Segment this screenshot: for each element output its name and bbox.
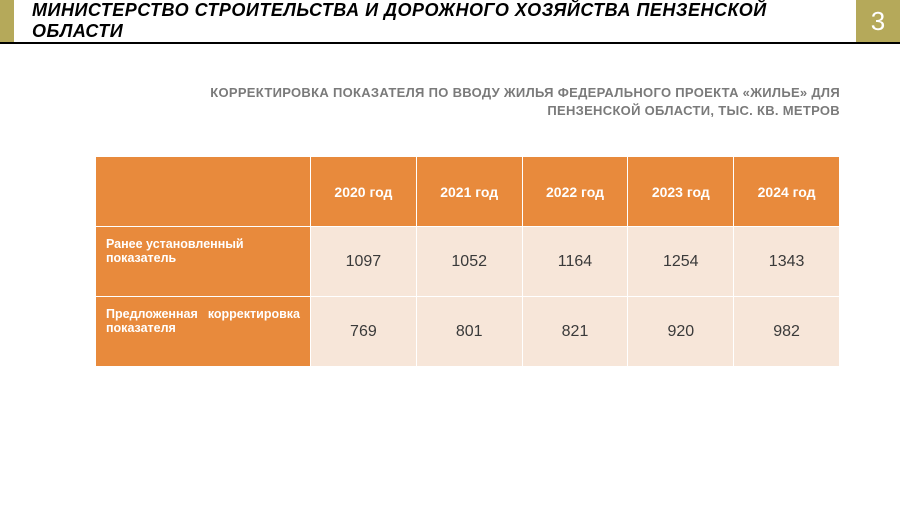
data-cell: 920 bbox=[628, 297, 734, 367]
table-col-2021: 2021 год bbox=[416, 157, 522, 227]
data-cell: 1052 bbox=[416, 227, 522, 297]
table-col-2020: 2020 год bbox=[311, 157, 417, 227]
table-col-2024: 2024 год bbox=[734, 157, 840, 227]
subtitle-line1: КОРРЕКТИРОВКА ПОКАЗАТЕЛЯ ПО ВВОДУ ЖИЛЬЯ … bbox=[210, 85, 840, 100]
row-label-word: показателя bbox=[106, 321, 176, 335]
subtitle: КОРРЕКТИРОВКА ПОКАЗАТЕЛЯ ПО ВВОДУ ЖИЛЬЯ … bbox=[0, 84, 840, 120]
page-number: 3 bbox=[856, 0, 900, 42]
table-row: Ранее установленный показатель 1097 1052… bbox=[96, 227, 840, 297]
table-header-row: 2020 год 2021 год 2022 год 2023 год 2024… bbox=[96, 157, 840, 227]
table-col-2023: 2023 год bbox=[628, 157, 734, 227]
row-label-word: Предложенная bbox=[106, 307, 198, 321]
table-row: Предложенная корректировка показателя 76… bbox=[96, 297, 840, 367]
data-cell: 982 bbox=[734, 297, 840, 367]
page-title: МИНИСТЕРСТВО СТРОИТЕЛЬСТВА И ДОРОЖНОГО Х… bbox=[14, 0, 856, 42]
data-table-container: 2020 год 2021 год 2022 год 2023 год 2024… bbox=[95, 156, 840, 367]
row-label-previous: Ранее установленный показатель bbox=[96, 227, 311, 297]
data-cell: 1164 bbox=[522, 227, 628, 297]
data-cell: 821 bbox=[522, 297, 628, 367]
row-label-word: корректировка bbox=[208, 307, 300, 321]
row-label-text: Ранее установленный показатель bbox=[106, 237, 244, 265]
data-cell: 1097 bbox=[311, 227, 417, 297]
data-cell: 769 bbox=[311, 297, 417, 367]
data-cell: 1343 bbox=[734, 227, 840, 297]
subtitle-line2: ПЕНЗЕНСКОЙ ОБЛАСТИ, ТЫС. КВ. МЕТРОВ bbox=[547, 103, 840, 118]
table-col-blank bbox=[96, 157, 311, 227]
header-bar: МИНИСТЕРСТВО СТРОИТЕЛЬСТВА И ДОРОЖНОГО Х… bbox=[0, 0, 900, 44]
row-label-proposed: Предложенная корректировка показателя bbox=[96, 297, 311, 367]
data-cell: 1254 bbox=[628, 227, 734, 297]
table-col-2022: 2022 год bbox=[522, 157, 628, 227]
data-cell: 801 bbox=[416, 297, 522, 367]
header-accent-stripe bbox=[0, 0, 14, 42]
data-table: 2020 год 2021 год 2022 год 2023 год 2024… bbox=[95, 156, 840, 367]
